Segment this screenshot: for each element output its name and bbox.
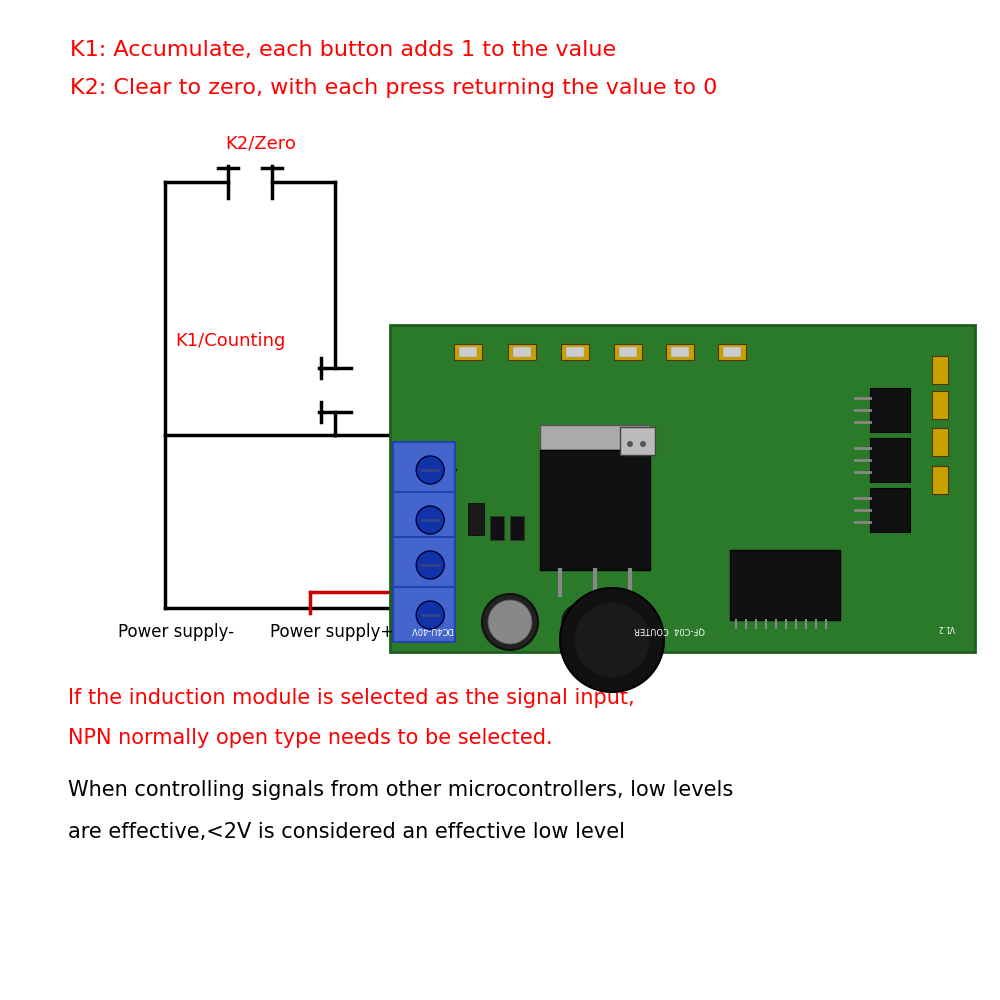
Bar [393, 492, 455, 547]
Polygon shape [870, 388, 910, 432]
Bar [508, 344, 536, 360]
Bar [561, 344, 589, 360]
Circle shape [562, 604, 598, 640]
Bar [510, 516, 524, 540]
Bar [620, 427, 655, 455]
Bar [730, 550, 840, 620]
Text: Power supply+: Power supply+ [270, 623, 394, 641]
Bar [932, 356, 948, 384]
Bar [490, 516, 504, 540]
Circle shape [627, 441, 633, 447]
Text: NPN normally open type needs to be selected.: NPN normally open type needs to be selec… [68, 728, 553, 748]
Bar [619, 347, 637, 357]
Bar [723, 347, 741, 357]
Text: K2: Clear to zero, with each press returning the value to 0: K2: Clear to zero, with each press retur… [70, 78, 717, 98]
Bar [540, 450, 650, 570]
Bar [566, 347, 584, 357]
Text: Power supply-: Power supply- [118, 623, 234, 641]
Bar [932, 428, 948, 456]
Bar [393, 537, 455, 592]
Circle shape [482, 594, 538, 650]
Text: K2/Zero: K2/Zero [225, 134, 296, 152]
Text: K1: Accumulate, each button adds 1 to the value: K1: Accumulate, each button adds 1 to th… [70, 40, 616, 60]
Bar [666, 344, 694, 360]
Bar [468, 503, 484, 535]
Bar [454, 344, 482, 360]
Text: K1/Counting: K1/Counting [175, 332, 285, 350]
Text: QF-C04  COUTER: QF-C04 COUTER [635, 625, 705, 634]
Circle shape [640, 441, 646, 447]
Bar [393, 587, 455, 642]
Bar [932, 391, 948, 419]
Circle shape [488, 600, 532, 644]
Bar [459, 347, 477, 357]
Circle shape [416, 551, 444, 579]
Circle shape [574, 602, 650, 678]
Bar [932, 466, 948, 494]
Bar [614, 344, 642, 360]
Bar [393, 442, 455, 497]
Text: If the induction module is selected as the signal input,: If the induction module is selected as t… [68, 688, 635, 708]
Text: When controlling signals from other microcontrollers, low levels: When controlling signals from other micr… [68, 780, 733, 800]
Circle shape [416, 601, 444, 629]
Polygon shape [870, 488, 910, 532]
Text: V1.2: V1.2 [938, 623, 955, 632]
Bar [540, 425, 650, 450]
Bar [513, 347, 531, 357]
Circle shape [416, 456, 444, 484]
Text: DC4U-40V: DC4U-40V [410, 625, 453, 634]
Bar [671, 347, 689, 357]
Bar [390, 325, 975, 652]
Text: are effective,<2V is considered an effective low level: are effective,<2V is considered an effec… [68, 822, 625, 842]
Bar [718, 344, 746, 360]
Circle shape [416, 506, 444, 534]
Polygon shape [870, 438, 910, 482]
Circle shape [560, 588, 664, 692]
Circle shape [566, 608, 594, 636]
